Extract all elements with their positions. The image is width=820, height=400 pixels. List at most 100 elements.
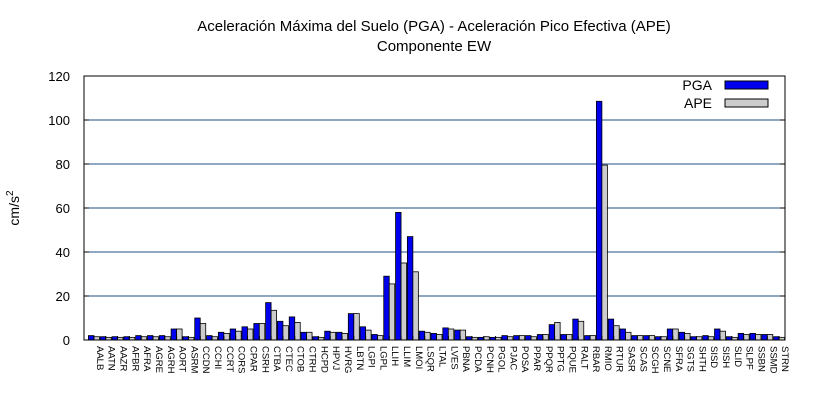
bar-ape — [625, 331, 632, 341]
bar-pga — [666, 328, 674, 341]
bar-ape — [377, 335, 384, 341]
bar-pga — [395, 211, 402, 341]
bar-ape — [648, 335, 656, 341]
x-tick-label: PCDA — [472, 346, 483, 373]
bar-pga — [525, 335, 532, 341]
bar-ape — [613, 325, 620, 341]
bar-pga — [584, 335, 591, 341]
x-tick-label: AAZR — [118, 346, 129, 371]
bar-ape — [636, 335, 644, 341]
x-tick-label: LMOI — [413, 346, 424, 369]
bar-pga — [324, 330, 331, 341]
chart-subtitle: Componente EW — [377, 38, 492, 55]
x-tick-label: AALB — [94, 346, 105, 370]
bar-ape — [447, 328, 455, 341]
bar-pga — [430, 332, 437, 341]
x-tick-label: SLID — [732, 346, 743, 367]
x-tick-label: AATN — [106, 346, 117, 371]
x-tick-label: CTOB — [295, 346, 306, 372]
x-tick-label: ASRM — [188, 346, 199, 374]
x-tick-label: LGPI — [366, 346, 377, 368]
bar-ape — [672, 328, 679, 341]
y-axis-label-text: cm/s — [6, 196, 22, 226]
y-tick-label: 60 — [56, 201, 70, 216]
bar-ape — [353, 313, 360, 341]
bar-pga — [300, 331, 307, 341]
bar-ape — [542, 334, 549, 341]
x-tick-label: SISH — [720, 346, 731, 368]
bar-pga — [749, 332, 756, 341]
x-tick-label: PGOL — [496, 346, 507, 372]
bar-ape — [341, 332, 348, 341]
bar-pga — [607, 318, 615, 341]
x-tick-label: CPAR — [247, 346, 258, 372]
bar-pga — [454, 329, 461, 341]
bar-ape — [554, 321, 561, 341]
x-tick-label: AGRH — [165, 346, 176, 374]
x-tick-label: RTUR — [614, 346, 625, 372]
bar-ape — [436, 334, 443, 341]
x-tick-label: AORT — [177, 346, 188, 372]
bar-pga — [229, 328, 237, 341]
x-tick-label: SCAS — [637, 346, 648, 372]
bar-ape — [766, 334, 774, 341]
y-axis-label: cm/s2 — [5, 190, 22, 226]
x-tick-label: SLPF — [744, 346, 755, 370]
x-tick-label: AFRA — [141, 346, 152, 372]
x-tick-label: HVRG — [342, 346, 353, 373]
x-tick-label: LBTN — [354, 346, 365, 370]
bar-pga — [217, 331, 225, 341]
bar-ape — [258, 323, 266, 341]
x-tick-label: PBNA — [460, 346, 471, 373]
y-tick-label: 100 — [48, 113, 70, 128]
legend-swatch — [724, 98, 769, 108]
bar-ape — [743, 334, 750, 341]
bar-ape — [424, 331, 431, 341]
x-tick-label: LSQR — [425, 346, 436, 372]
bar-ape — [365, 329, 372, 341]
bars — [88, 100, 785, 341]
x-tick-label: AGRE — [153, 346, 164, 373]
bar-ape — [601, 164, 608, 341]
bar-pga — [206, 335, 213, 341]
y-tick-label: 40 — [56, 245, 70, 260]
bar-pga — [442, 327, 449, 341]
bar-pga — [347, 313, 355, 341]
x-tick-label: CSRH — [259, 346, 270, 373]
bar-ape — [518, 335, 526, 341]
bar-pga — [253, 323, 260, 341]
x-tick-label: SCNE — [661, 346, 672, 372]
bar-ape — [755, 334, 762, 341]
x-tick-label: SCGH — [649, 346, 660, 374]
x-tick-label: PJAC — [507, 346, 518, 370]
bar-ape — [247, 328, 254, 341]
bar-pga — [631, 335, 638, 341]
bar-ape — [400, 262, 407, 341]
x-tick-label: HPVJ — [330, 346, 341, 371]
x-tick-label: SHTH — [696, 346, 707, 372]
bar-pga — [158, 335, 166, 341]
bar-ape — [577, 320, 585, 341]
chart-title: Aceleración Máxima del Suelo (PGA) - Ace… — [197, 18, 671, 35]
x-tick-label: CCHI — [212, 346, 223, 369]
x-tick-label: CCRT — [224, 346, 235, 372]
x-tick-label: AFBR — [129, 346, 140, 371]
bar-ape — [294, 321, 301, 341]
x-tick-label: LLIM — [401, 346, 412, 367]
bar-pga — [619, 328, 626, 341]
bar-ape — [235, 330, 242, 341]
x-tick-label: RMIO — [602, 346, 613, 371]
bar-ape — [306, 331, 313, 341]
bar-pga — [501, 335, 508, 341]
x-tick-label: LLIH — [389, 346, 400, 366]
x-tick-label: STRN — [779, 346, 790, 372]
bar-pga — [560, 334, 567, 341]
y-tick-label: 80 — [56, 157, 70, 172]
bar-ape — [412, 271, 419, 341]
x-tick-label: CCDN — [200, 346, 211, 374]
x-tick-label: PCNH — [484, 346, 495, 373]
x-tick-label: RBAR — [590, 346, 601, 373]
x-tick-label: HCPD — [318, 346, 329, 373]
x-tick-label: CORS — [236, 346, 247, 373]
